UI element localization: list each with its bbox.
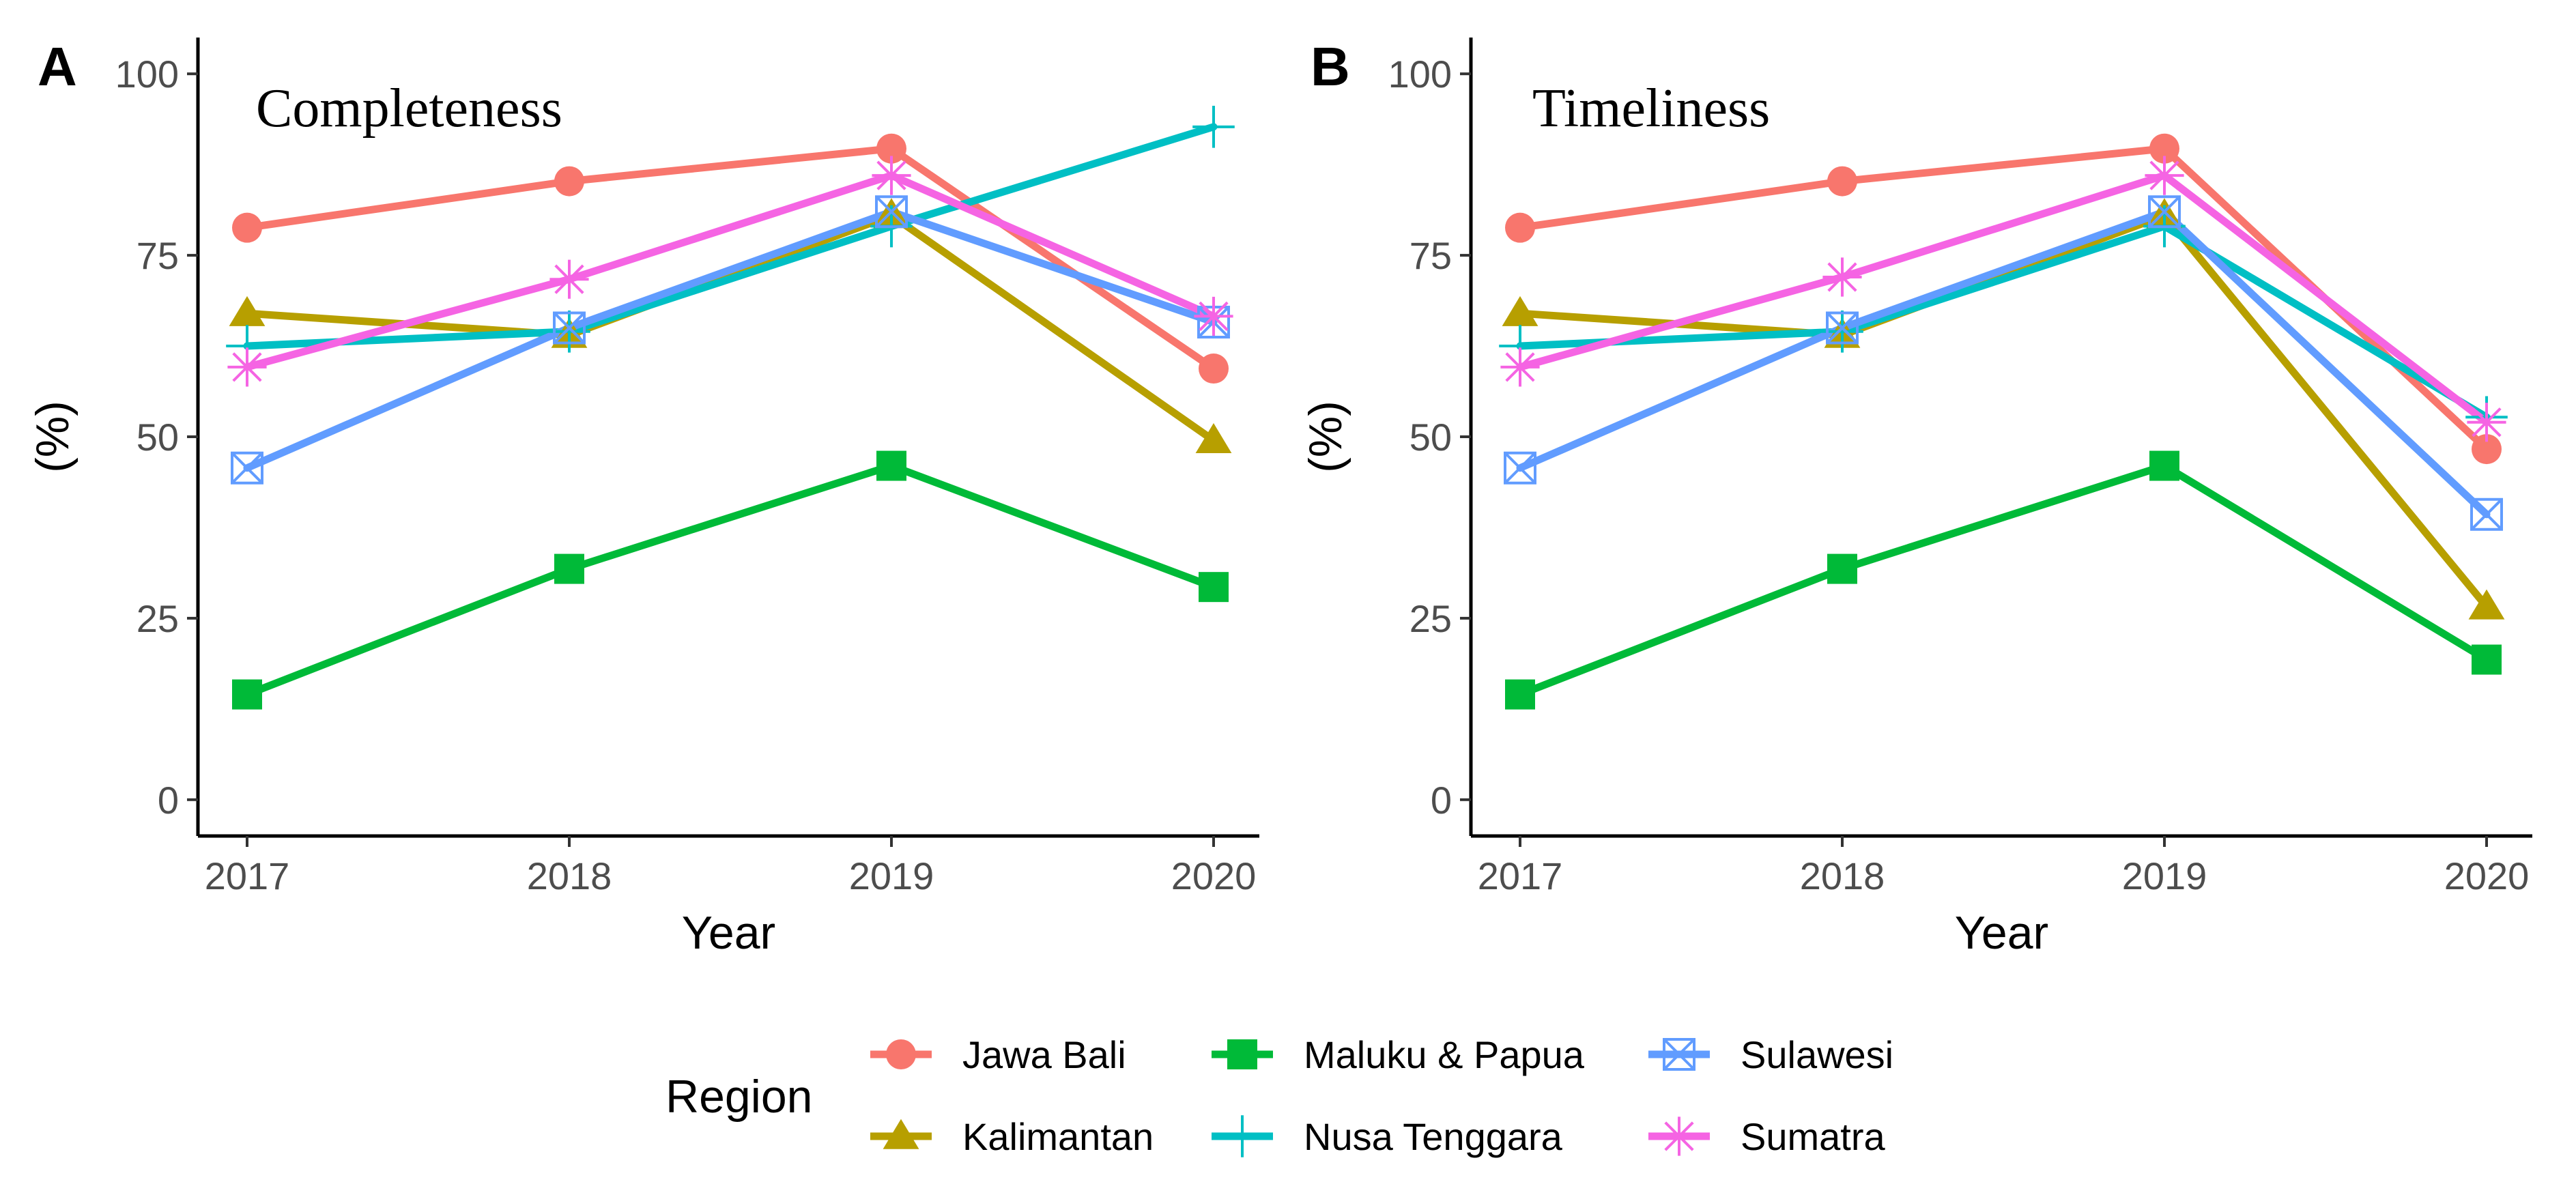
data-point-a-kalimantan-2020 [1195, 423, 1232, 454]
legend-item-jawa-bali: Jawa Bali [870, 1033, 1126, 1076]
legend-key-marker-kalimantan [883, 1119, 919, 1149]
series-line-b-nusa-tenggara [1516, 222, 2491, 421]
panel-tag-a: A [38, 36, 77, 97]
data-point-a-sumatra-2020 [1194, 296, 1233, 336]
data-point-a-kalimantan-2017 [229, 295, 266, 326]
x-axis-title-a: Year [682, 907, 775, 959]
series-line-a-nusa-tenggara [243, 123, 1218, 350]
series-line-a-maluku-papua [243, 462, 1218, 699]
data-point-b-kalimantan-2017 [1502, 295, 1539, 326]
series-line-b-maluku-papua [1516, 462, 2491, 699]
y-tick-label-b-75: 75 [1409, 234, 1452, 277]
data-point-b-jawa-bali-2020 [2472, 434, 2502, 465]
legend-label-sumatra: Sumatra [1741, 1115, 1885, 1158]
x-tick-label-b-2017: 2017 [1478, 854, 1563, 897]
panel-tag-b: B [1311, 36, 1350, 97]
x-tick-label-b-2020: 2020 [2444, 854, 2530, 897]
data-point-a-maluku-papua-2019 [876, 450, 906, 481]
legend-title: Region [666, 1071, 813, 1123]
x-tick-label-b-2019: 2019 [2122, 854, 2207, 897]
data-point-b-sulawesi-2019 [2148, 195, 2181, 229]
legend-label-jawa-bali: Jawa Bali [962, 1033, 1126, 1076]
y-tick-label-a-100: 100 [115, 53, 179, 96]
data-point-a-jawa-bali-2020 [1199, 354, 1229, 384]
y-axis-title-a: (%) [27, 401, 78, 473]
legend-key-marker-maluku-papua [1227, 1039, 1257, 1069]
data-point-a-sulawesi-2018 [553, 311, 586, 345]
panel-b: 0 25 50 75 100 2017 2018 2019 2020 Year (%) B Timeli… [1300, 36, 2532, 959]
legend-key-marker-nusa-tenggara [1221, 1115, 1263, 1157]
y-tick-label-b-100: 100 [1388, 53, 1452, 96]
legend-key-marker-sulawesi [1663, 1038, 1695, 1071]
legend-label-maluku-papua: Maluku & Papua [1304, 1033, 1585, 1076]
legend: Region Jawa Bali Kalimantan Maluku & Papua N… [666, 1033, 1893, 1158]
legend-label-sulawesi: Sulawesi [1741, 1033, 1893, 1076]
chart-panels: 0 25 50 75 100 2017 2018 2019 2020 Year (%) A Comple… [27, 36, 2532, 959]
series-line-b-sumatra [1516, 171, 2491, 427]
panel-a: 0 25 50 75 100 2017 2018 2019 2020 Year (%) A Comple… [27, 36, 1259, 959]
data-point-a-jawa-bali-2019 [876, 133, 906, 164]
legend-key-marker-sumatra [1659, 1116, 1699, 1156]
series-line-b-kalimantan [1516, 212, 2491, 611]
legend-item-kalimantan: Kalimantan [870, 1115, 1154, 1158]
data-point-b-kalimantan-2020 [2468, 589, 2505, 620]
y-axis-title-b: (%) [1300, 401, 1351, 473]
data-point-b-maluku-papua-2020 [2472, 644, 2502, 675]
legend-label-nusa-tenggara: Nusa Tenggara [1304, 1115, 1563, 1158]
legend-item-sumatra: Sumatra [1648, 1115, 1885, 1158]
y-tick-label-a-0: 0 [158, 779, 179, 822]
series-line-a-sumatra [243, 171, 1218, 371]
data-point-a-sulawesi-2017 [231, 451, 263, 485]
data-point-a-jawa-bali-2017 [232, 212, 262, 243]
data-point-a-nusa-tenggara-2020 [1192, 106, 1235, 148]
data-point-a-sumatra-2017 [227, 347, 267, 387]
x-tick-label-a-2018: 2018 [527, 854, 612, 897]
data-point-b-sulawesi-2017 [1504, 451, 1536, 485]
data-point-b-sumatra-2017 [1500, 347, 1540, 387]
data-point-b-jawa-bali-2017 [1505, 212, 1535, 243]
y-tick-label-a-25: 25 [137, 597, 179, 640]
y-tick-label-a-50: 50 [137, 416, 179, 459]
data-point-a-sumatra-2018 [549, 259, 589, 299]
data-point-a-sumatra-2019 [872, 156, 911, 195]
y-tick-label-a-75: 75 [137, 234, 179, 277]
x-tick-label-a-2020: 2020 [1171, 854, 1257, 897]
data-point-b-jawa-bali-2018 [1827, 166, 1857, 197]
data-point-b-jawa-bali-2019 [2149, 133, 2179, 164]
data-point-b-sumatra-2018 [1822, 257, 1862, 297]
panel-title-a: Completeness [256, 78, 562, 139]
legend-item-nusa-tenggara: Nusa Tenggara [1212, 1115, 1563, 1158]
panel-title-b: Timeliness [1532, 78, 1770, 139]
data-point-b-maluku-papua-2017 [1505, 679, 1535, 710]
data-point-a-maluku-papua-2017 [232, 679, 262, 710]
y-tick-label-b-25: 25 [1409, 597, 1452, 640]
data-point-b-maluku-papua-2018 [1827, 553, 1857, 584]
series-line-a-jawa-bali [243, 145, 1218, 373]
data-point-b-maluku-papua-2019 [2149, 450, 2179, 481]
y-tick-label-b-50: 50 [1409, 416, 1452, 459]
series-line-b-sulawesi [1516, 207, 2491, 519]
series-line-a-sulawesi [243, 207, 1218, 472]
x-axis-title-b: Year [1955, 907, 2048, 959]
x-tick-label-b-2018: 2018 [1800, 854, 1885, 897]
data-point-b-sulawesi-2020 [2470, 497, 2503, 531]
data-point-a-maluku-papua-2018 [554, 553, 584, 584]
legend-label-kalimantan: Kalimantan [962, 1115, 1154, 1158]
x-tick-label-a-2019: 2019 [849, 854, 934, 897]
data-point-a-jawa-bali-2018 [554, 166, 584, 197]
data-point-b-sulawesi-2018 [1826, 311, 1859, 345]
legend-key-marker-jawa-bali [886, 1039, 916, 1069]
data-point-b-sumatra-2019 [2145, 156, 2184, 195]
data-point-a-sulawesi-2019 [875, 195, 908, 229]
x-tick-label-a-2017: 2017 [205, 854, 290, 897]
legend-item-sulawesi: Sulawesi [1648, 1033, 1893, 1076]
data-point-b-sumatra-2020 [2467, 403, 2506, 442]
data-point-a-maluku-papua-2020 [1199, 572, 1229, 603]
y-tick-label-b-0: 0 [1431, 779, 1452, 822]
legend-item-maluku-papua: Maluku & Papua [1212, 1033, 1585, 1076]
